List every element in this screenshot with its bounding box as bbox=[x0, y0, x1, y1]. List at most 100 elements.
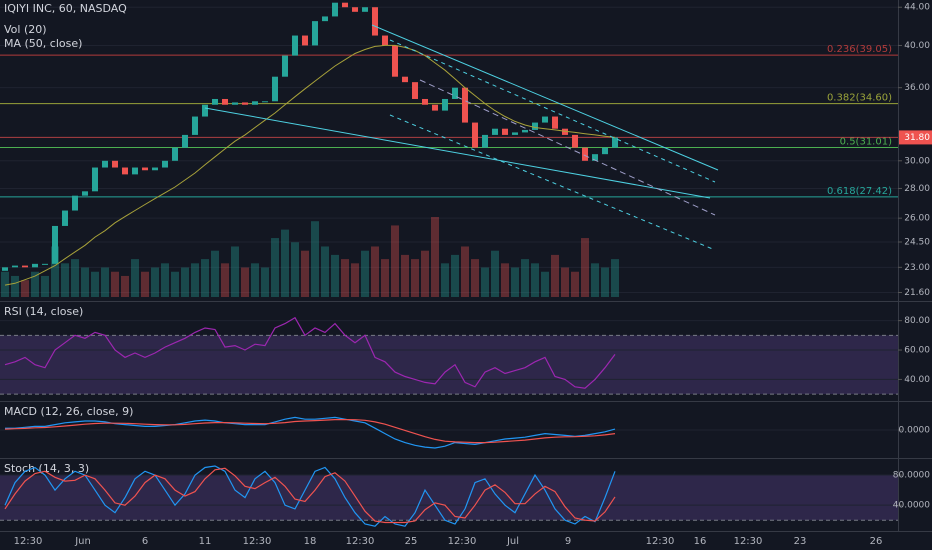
volume-bar bbox=[421, 250, 429, 297]
x-tick-label: 11 bbox=[199, 536, 212, 547]
candle bbox=[372, 7, 378, 36]
candle bbox=[242, 102, 248, 105]
y-tick-label: 60.00 bbox=[904, 346, 930, 356]
volume-bar bbox=[211, 250, 219, 297]
candle bbox=[402, 76, 408, 83]
candle bbox=[252, 101, 258, 105]
volume-bar bbox=[201, 259, 209, 297]
candle bbox=[272, 76, 278, 102]
candle bbox=[522, 129, 528, 133]
x-tick-label: 6 bbox=[142, 536, 148, 547]
volume-bar bbox=[351, 263, 359, 297]
candle bbox=[132, 167, 138, 175]
x-tick-label: 12:30 bbox=[734, 536, 763, 547]
volume-bar bbox=[251, 263, 259, 297]
indicator-line bbox=[4, 419, 616, 444]
volume-bar bbox=[481, 267, 489, 297]
candle bbox=[392, 45, 398, 77]
pane-title: RSI (14, close) bbox=[4, 305, 83, 318]
volume-bar bbox=[141, 271, 149, 297]
volume-title: Vol (20) bbox=[4, 23, 47, 36]
volume-bar bbox=[111, 271, 119, 297]
candle bbox=[612, 137, 618, 148]
volume-bar bbox=[451, 254, 459, 297]
y-tick-label: 28.00 bbox=[904, 184, 930, 194]
x-tick-label: 12:30 bbox=[448, 536, 477, 547]
volume-bar bbox=[171, 271, 179, 297]
y-tick-label: 80.0000 bbox=[893, 471, 930, 481]
y-tick-label: 44.00 bbox=[904, 3, 930, 13]
y-tick-label: 24.50 bbox=[904, 237, 930, 247]
volume-bar bbox=[321, 246, 329, 297]
candle bbox=[362, 7, 368, 12]
candle bbox=[72, 195, 78, 211]
fib-label: 0.236(39.05) bbox=[827, 44, 892, 55]
candle bbox=[432, 104, 438, 111]
candle bbox=[512, 132, 518, 135]
candle bbox=[92, 167, 98, 192]
volume-bar bbox=[21, 280, 29, 297]
candle bbox=[62, 210, 68, 226]
candle bbox=[2, 267, 8, 271]
last-price-box bbox=[899, 130, 932, 145]
x-tick-label: 26 bbox=[870, 536, 883, 547]
volume-bar bbox=[471, 259, 479, 297]
volume-bar bbox=[381, 259, 389, 297]
candle bbox=[152, 167, 158, 171]
candle bbox=[162, 160, 168, 168]
volume-bar bbox=[361, 250, 369, 297]
trend-line bbox=[389, 114, 716, 251]
candle bbox=[382, 35, 388, 46]
candle bbox=[112, 160, 118, 168]
volume-bar bbox=[1, 271, 9, 297]
x-tick-label: 12:30 bbox=[243, 536, 272, 547]
y-tick-label: 40.00 bbox=[904, 41, 930, 51]
y-tick-label: 80.00 bbox=[904, 316, 930, 326]
y-tick-label: 30.00 bbox=[904, 156, 930, 166]
candle bbox=[22, 265, 28, 268]
x-tick-label: 12:30 bbox=[346, 536, 375, 547]
candle bbox=[472, 122, 478, 148]
volume-bar bbox=[561, 267, 569, 297]
candle bbox=[572, 134, 578, 148]
candle bbox=[232, 102, 238, 105]
candle bbox=[562, 128, 568, 135]
y-tick-label: 21.60 bbox=[904, 288, 930, 298]
candle bbox=[302, 35, 308, 46]
y-tick-label: 26.00 bbox=[904, 214, 930, 224]
volume-bar bbox=[281, 229, 289, 297]
candle bbox=[262, 101, 268, 103]
candle bbox=[292, 35, 298, 56]
volume-bar bbox=[261, 267, 269, 297]
candle bbox=[502, 128, 508, 135]
candle bbox=[602, 147, 608, 155]
volume-bar bbox=[11, 275, 19, 297]
candle bbox=[542, 116, 548, 123]
candle bbox=[172, 147, 178, 161]
fib-label: 0.618(27.42) bbox=[827, 186, 892, 197]
y-tick-label: 23.00 bbox=[904, 263, 930, 273]
candle bbox=[122, 167, 128, 175]
x-tick-label: 16 bbox=[694, 536, 707, 547]
pane-title: MACD (12, 26, close, 9) bbox=[4, 405, 133, 418]
volume-bar bbox=[131, 259, 139, 297]
volume-bar bbox=[51, 246, 59, 297]
y-tick-label: 40.00 bbox=[904, 375, 930, 385]
volume-bar bbox=[31, 271, 39, 297]
volume-bar bbox=[401, 254, 409, 297]
candle bbox=[282, 55, 288, 77]
band bbox=[0, 475, 898, 521]
candle bbox=[462, 87, 468, 123]
candle bbox=[422, 98, 428, 105]
candle bbox=[312, 21, 318, 46]
band bbox=[0, 335, 898, 395]
candle bbox=[42, 263, 48, 265]
indicator-line bbox=[4, 465, 616, 527]
volume-bar bbox=[601, 267, 609, 297]
candle bbox=[82, 191, 88, 196]
indicator-line bbox=[4, 467, 616, 524]
candle bbox=[342, 2, 348, 8]
volume-bar bbox=[231, 246, 239, 297]
volume-bar bbox=[411, 259, 419, 297]
